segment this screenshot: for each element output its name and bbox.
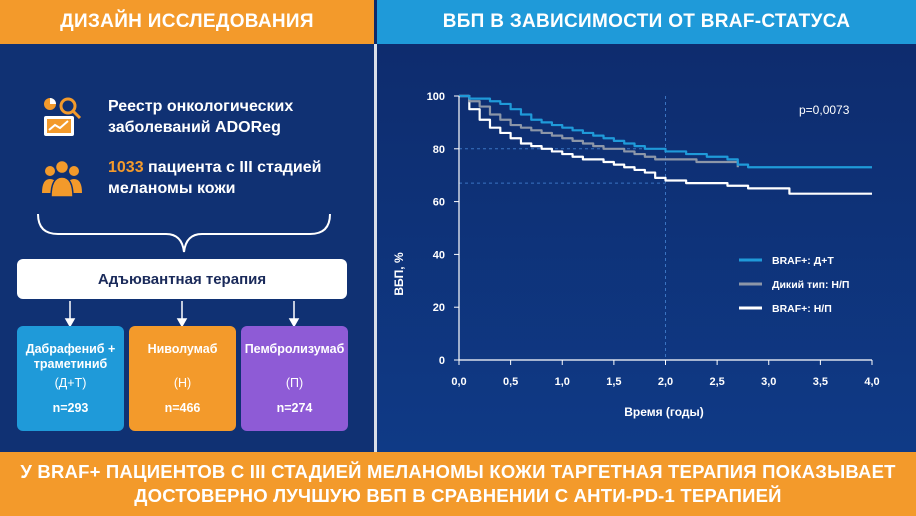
arm-abbr: (Н) xyxy=(173,376,192,390)
x-tick-label: 2,5 xyxy=(709,376,724,388)
axes xyxy=(454,95,873,365)
x-tick-label: 3,0 xyxy=(761,376,776,388)
registry-line1: Реестр онкологических xyxy=(108,98,294,115)
panel-divider xyxy=(374,44,377,452)
tick-labels: 0 20 40 60 80 100 0,0 0,5 1,0 1,5 2,0 2,5 3,0 3,5 4,0 xyxy=(427,91,880,388)
patients-line2: меланомы кожи xyxy=(108,180,236,197)
series-lines xyxy=(459,94,872,195)
x-tick-label: 0,5 xyxy=(503,376,518,388)
series-line-1 xyxy=(459,94,872,169)
registry-text: Реестр онкологических заболеваний ADOReg xyxy=(108,96,293,138)
x-tick-label: 4,0 xyxy=(864,376,879,388)
x-tick-label: 3,5 xyxy=(813,376,828,388)
arm-name-line2: траметиниб xyxy=(33,357,108,371)
y-tick-label: 40 xyxy=(433,249,445,261)
arm-dabrafenib-trametinib: Дабрафениб + траметиниб (Д+Т) n=293 xyxy=(17,326,124,431)
conclusion-line2: ДОСТОВЕРНО ЛУЧШУЮ ВБП В СРАВНЕНИИ С АНТИ… xyxy=(134,485,782,506)
arm-name-line1: Дабрафениб + xyxy=(25,342,116,356)
p-value-annotation: p=0,0073 xyxy=(799,103,850,117)
chart-panel xyxy=(377,44,916,452)
registry-row: Реестр онкологических заболеваний ADOReg xyxy=(40,96,293,140)
series-line-2 xyxy=(459,94,739,168)
conclusion-banner: У BRAF+ ПАЦИЕНТОВ С III СТАДИЕЙ МЕЛАНОМЫ… xyxy=(0,452,916,516)
gridlines xyxy=(459,96,666,360)
x-tick-label: 0,0 xyxy=(451,376,466,388)
y-tick-label: 0 xyxy=(439,355,445,367)
arm-n: n=293 xyxy=(52,401,89,415)
arm-n: n=466 xyxy=(164,401,201,415)
x-axis-label: Время (годы) xyxy=(624,405,704,419)
registry-line2: заболеваний ADOReg xyxy=(108,119,281,136)
legend-label: BRAF+: Д+Т xyxy=(772,255,834,267)
arm-abbr: (П) xyxy=(285,376,304,390)
x-tick-label: 1,5 xyxy=(606,376,621,388)
branch-arrows xyxy=(64,301,300,327)
adjuvant-therapy-box: Адъювантная терапия xyxy=(17,259,347,299)
x-tick-label: 1,0 xyxy=(555,376,570,388)
arm-nivolumab: Ниволумаб (Н) n=466 xyxy=(129,326,236,431)
y-tick-label: 20 xyxy=(433,302,445,314)
series-line-3 xyxy=(459,94,872,195)
arm-n: n=274 xyxy=(276,401,313,415)
legend-label: BRAF+: Н/П xyxy=(772,303,832,315)
y-tick-label: 100 xyxy=(427,91,445,103)
chart-header: ВБП В ЗАВИСИМОСТИ ОТ BRAF-СТАТУСА xyxy=(377,0,916,44)
y-tick-label: 80 xyxy=(433,144,445,156)
patients-text: 1033 пациента с III стадией меланомы кож… xyxy=(108,157,322,199)
arm-pembrolizumab: Пембролизумаб (П) n=274 xyxy=(241,326,348,431)
conclusion-line1: У BRAF+ ПАЦИЕНТОВ С III СТАДИЕЙ МЕЛАНОМЫ… xyxy=(20,461,896,482)
x-tick-label: 2,0 xyxy=(658,376,673,388)
y-tick-label: 60 xyxy=(433,197,445,209)
arm-name: Дабрафениб + траметиниб xyxy=(17,342,124,372)
design-header: ДИЗАЙН ИССЛЕДОВАНИЯ xyxy=(0,0,374,44)
patients-count: 1033 xyxy=(108,159,144,176)
curly-brace-icon xyxy=(37,213,331,253)
patients-line1: 1033 пациента с III стадией xyxy=(108,157,322,178)
legend: BRAF+: Д+Т Дикий тип: Н/П BRAF+: Н/П xyxy=(739,255,849,315)
patients-row: 1033 пациента с III стадией меланомы кож… xyxy=(40,157,322,201)
patients-line1-rest: пациента с III стадией xyxy=(143,159,322,176)
y-axis-label: ВБП, % xyxy=(392,252,406,296)
legend-label: Дикий тип: Н/П xyxy=(772,279,849,291)
arm-name: Ниволумаб xyxy=(147,342,218,356)
patients-group-icon xyxy=(42,159,82,198)
arm-abbr: (Д+Т) xyxy=(54,376,87,390)
arm-name: Пембролизумаб xyxy=(244,342,345,356)
registry-chart-icon xyxy=(44,97,82,136)
